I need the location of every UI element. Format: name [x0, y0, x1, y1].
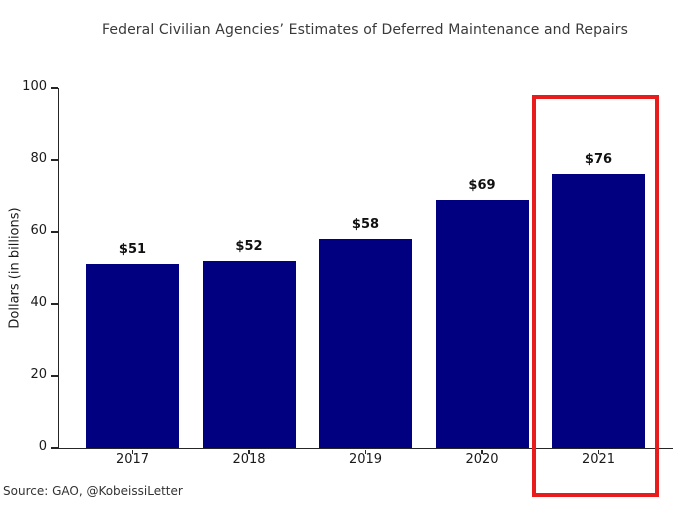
y-tick-label: 40: [30, 295, 47, 310]
bar-value-label: $76: [584, 152, 613, 168]
bar: [202, 260, 296, 448]
bar-value-label: $69: [468, 177, 496, 193]
x-tick-label: 2020: [465, 452, 499, 467]
plot-area: 0 20 40 60 80 100 $51 2017 $52 2018 $58 2019 $69 2020…: [22, 79, 673, 467]
bar: [86, 264, 179, 448]
x-tick-label: 2021: [581, 452, 616, 467]
y-tick-label: 60: [30, 223, 47, 238]
x-tick-mark: [481, 449, 483, 454]
x-tick-mark: [364, 449, 367, 454]
bar: [319, 239, 412, 448]
y-tick-label: 20: [30, 367, 47, 382]
chart-title: Federal Civilian Agencies’ Estimates of …: [101, 22, 629, 38]
y-tick-label: 0: [38, 439, 47, 454]
y-tick-label: 80: [30, 151, 47, 166]
x-tick-mark: [131, 449, 134, 454]
x-tick-mark: [597, 449, 600, 454]
y-tick-mark: [51, 303, 58, 305]
y-tick-mark: [51, 447, 58, 449]
x-tick-label: 2017: [115, 452, 150, 467]
highlight-box: [532, 95, 659, 497]
y-tick-mark: [51, 375, 58, 377]
bar-value-label: $51: [118, 242, 147, 258]
y-tick-mark: [51, 159, 58, 161]
x-tick-mark: [248, 449, 250, 454]
y-tick-label: 100: [22, 79, 47, 94]
x-tick-label: 2018: [232, 452, 266, 467]
bar-value-label: $58: [351, 217, 380, 233]
source-note: Source: GAO, @KobeissiLetter: [3, 484, 183, 498]
x-tick-label: 2019: [348, 452, 383, 467]
bar: [552, 174, 645, 448]
bar: [435, 199, 529, 448]
y-tick-mark: [51, 231, 58, 233]
y-tick-mark: [51, 87, 58, 89]
bar-value-label: $52: [235, 238, 263, 254]
